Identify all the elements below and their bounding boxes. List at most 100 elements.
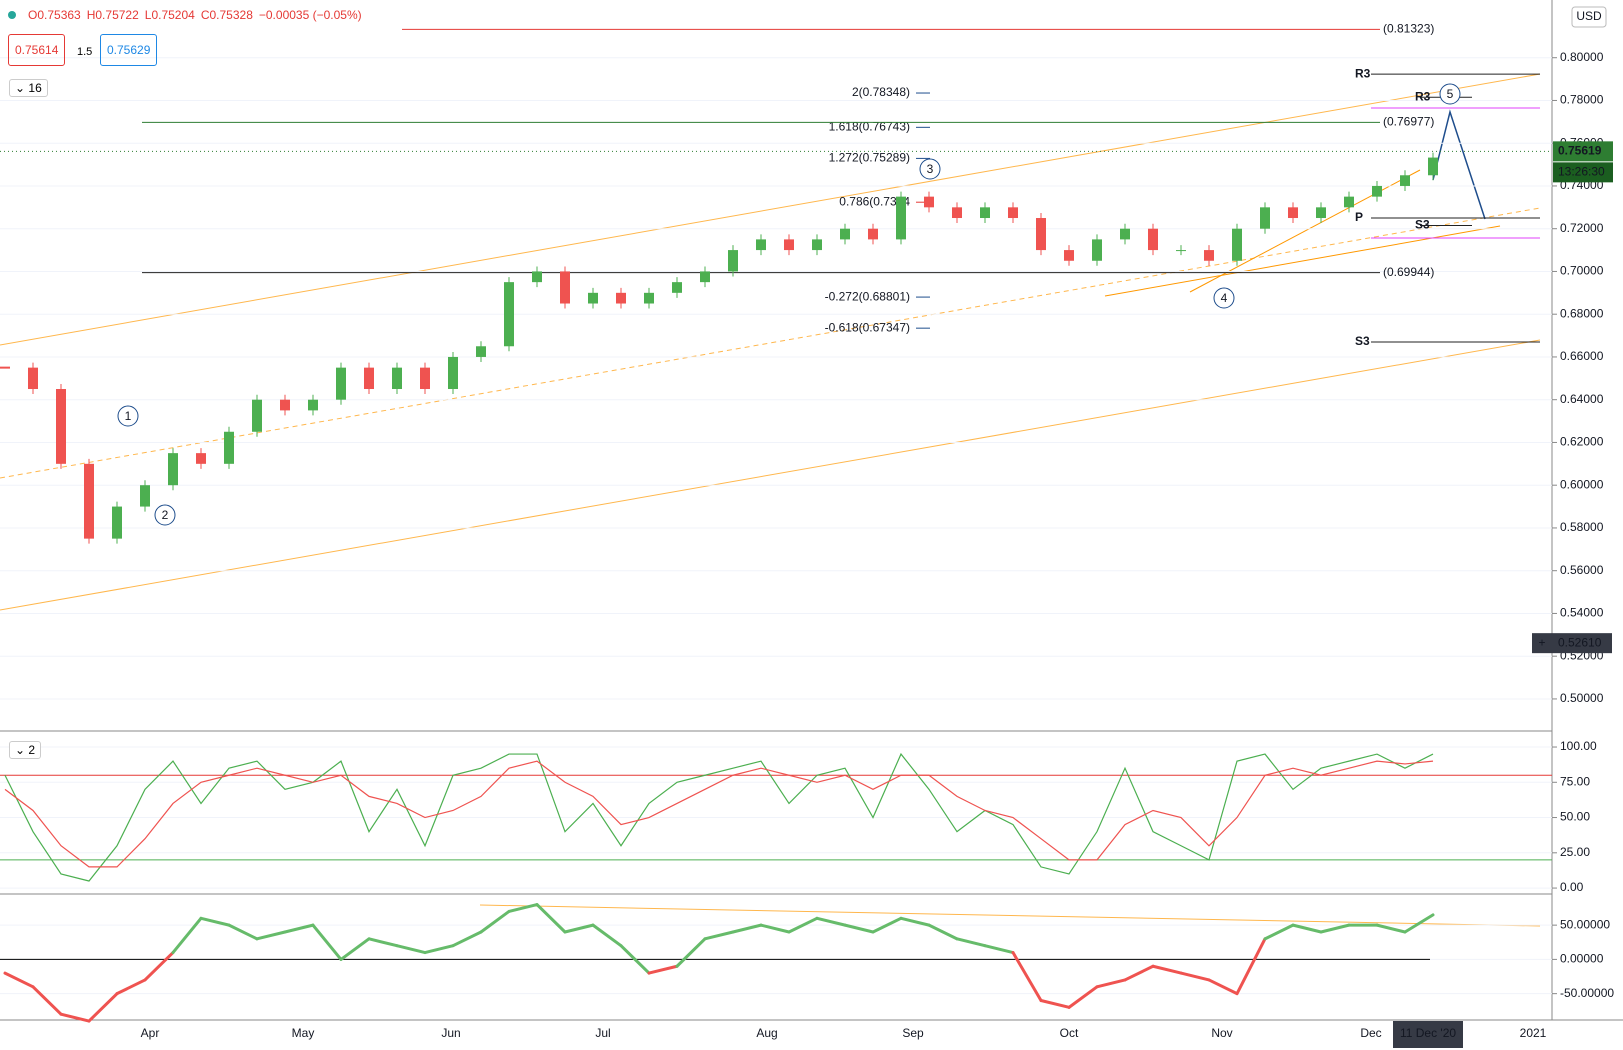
candle [560, 271, 570, 304]
candle [644, 292, 654, 304]
osc-segment [3, 971, 35, 989]
crosshair-label: 0.52610 [1558, 635, 1602, 649]
fib-label: -0.618(0.67347) [825, 320, 910, 334]
candle [84, 463, 94, 539]
candle [336, 367, 346, 400]
candle [168, 453, 178, 486]
osc-segment [1375, 923, 1407, 934]
candle [420, 367, 430, 390]
indicator-toggle[interactable]: ⌄ 2 [9, 741, 42, 759]
osc-segment [171, 916, 203, 955]
y-tick-label: 75.00 [1560, 774, 1590, 788]
y-tick-label: 0.00000 [1560, 952, 1604, 966]
osc-segment [759, 923, 791, 934]
osc-segment [199, 916, 231, 927]
ohlc-header: O0.75363 H0.75722 L0.75204 C0.75328 −0.0… [8, 8, 362, 22]
candle [756, 239, 766, 251]
candle [588, 292, 598, 304]
x-tick-label: Jun [441, 1026, 460, 1040]
candle [616, 292, 626, 304]
wave-circle [1213, 287, 1235, 309]
y-tick-label: 0.66000 [1560, 349, 1604, 363]
y-tick-label: 0.80000 [1560, 50, 1604, 64]
last-price-label: 0.75619 [1558, 144, 1602, 158]
candle [504, 282, 514, 347]
osc-segment [339, 937, 371, 961]
candle [1204, 250, 1214, 261]
candle [476, 346, 486, 357]
candle [924, 196, 934, 208]
fib-label: 2(0.78348) [852, 85, 910, 99]
wave-circle [919, 158, 941, 180]
y-tick-label: 50.00 [1560, 810, 1590, 824]
close: C0.75328 [200, 8, 253, 22]
osc-segment [1095, 978, 1127, 989]
osc-segment [423, 944, 455, 955]
candle [1232, 228, 1242, 261]
osc-segment [871, 916, 903, 934]
x-tick-label: Aug [756, 1026, 777, 1040]
y-tick-label: 0.70000 [1560, 264, 1604, 278]
pivot-label: P [1355, 210, 1363, 224]
y-tick-label: 100.00 [1560, 739, 1597, 753]
currency: USD [1576, 9, 1602, 23]
y-tick-label: 25.00 [1560, 845, 1590, 859]
osc-segment [1151, 964, 1183, 975]
buy-button[interactable]: 0.75629 [100, 34, 158, 66]
crosshair-tag [1532, 633, 1612, 654]
osc-segment [1207, 978, 1239, 996]
countdown-tag [1553, 162, 1613, 183]
indicator-toggle[interactable]: ⌄ 16 [9, 79, 48, 97]
high: H0.75722 [86, 8, 139, 22]
y-tick-label: 0.54000 [1560, 606, 1604, 620]
osc-segment [675, 937, 707, 968]
x-tick-label: Oct [1060, 1026, 1079, 1040]
osc-segment [479, 909, 511, 934]
osc-segment [955, 937, 987, 948]
candle [728, 250, 738, 272]
candle [448, 356, 458, 390]
pivot-label: S3 [1415, 218, 1430, 232]
currency-box[interactable] [1571, 6, 1607, 28]
fib-label: 0.786(0.7324 [839, 194, 910, 208]
osc-segment [1263, 923, 1295, 941]
candle [1148, 228, 1158, 251]
osc-segment [87, 992, 119, 1023]
level-label: (0.81323) [1383, 22, 1434, 36]
x-tick-label: Sep [902, 1026, 924, 1040]
fib-label: 1.618(0.76743) [829, 119, 910, 133]
y-tick-label: 50.00000 [1560, 917, 1610, 931]
candle [868, 228, 878, 240]
wave-circle [154, 504, 176, 526]
candle [700, 271, 710, 283]
stoch-line [4, 760, 1434, 868]
osc-segment [367, 937, 399, 948]
change: −0.00035 (−0.05%) [258, 8, 362, 22]
x-tick-label: Apr [141, 1026, 160, 1040]
candle [280, 399, 290, 411]
wave-label: 3 [927, 162, 934, 176]
osc-segment [703, 930, 735, 941]
candle [1176, 250, 1186, 252]
level-label: (0.76977) [1383, 114, 1434, 128]
candle [1008, 207, 1018, 219]
candle [1344, 196, 1354, 208]
osc-segment [1291, 923, 1323, 934]
wave-label: 1 [125, 409, 132, 423]
sell-button[interactable]: 0.75614 [8, 34, 66, 66]
osc-segment [283, 923, 315, 934]
candle [112, 506, 122, 539]
osc-segment [843, 923, 875, 934]
osc-segment [647, 964, 679, 975]
pivot-label: S3 [1355, 334, 1370, 348]
x-tick-label: May [292, 1026, 315, 1040]
y-tick-label: 0.56000 [1560, 563, 1604, 577]
low: L0.75204 [144, 8, 195, 22]
candle [980, 207, 990, 219]
status-dot [8, 11, 16, 19]
osc-segment [731, 923, 763, 934]
osc-segment [591, 923, 623, 948]
osc-segment [787, 916, 819, 934]
